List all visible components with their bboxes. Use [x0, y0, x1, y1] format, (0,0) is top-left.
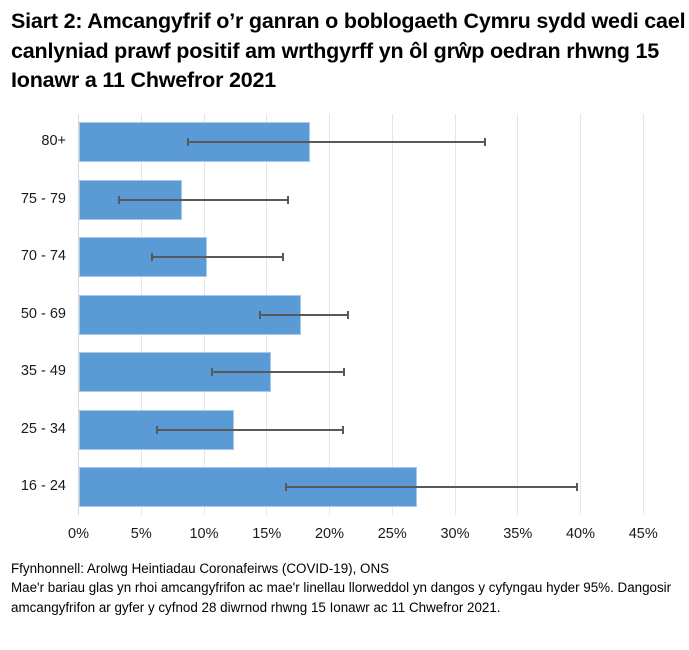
- error-bar: [188, 141, 485, 143]
- x-tick-label: 30%: [440, 526, 470, 542]
- category-label: 80+: [41, 133, 66, 149]
- error-bar: [119, 198, 288, 201]
- x-tick-label: 15%: [252, 526, 282, 542]
- source-note: Ffynhonnell: Arolwg Heintiadau Coronafei…: [11, 561, 390, 576]
- error-bar-cap: [285, 483, 288, 491]
- category-label: 50 - 69: [20, 305, 66, 322]
- error-bar: [259, 313, 348, 316]
- x-tick-label: 20%: [314, 526, 345, 542]
- error-bar-cap: [483, 138, 486, 146]
- x-tick-label: 5%: [130, 526, 152, 542]
- category-label: 16 - 24: [20, 478, 66, 494]
- error-bar-cap: [118, 195, 121, 204]
- error-bar-cap: [211, 368, 214, 376]
- description-note: Mae'r bariau glas yn rhoi amcangyfrifon …: [11, 580, 672, 615]
- x-tick-label: 10%: [189, 526, 219, 542]
- category-label: 70 - 74: [20, 248, 66, 264]
- error-bar: [157, 428, 343, 431]
- x-tick-label: 35%: [503, 526, 533, 542]
- gridline: [391, 114, 393, 515]
- gridline: [517, 114, 519, 515]
- x-tick-label: 40%: [565, 526, 596, 542]
- error-bar-cap: [346, 310, 349, 319]
- y-axis-line: [78, 114, 79, 515]
- x-tick-label: 0%: [68, 526, 89, 542]
- gridline: [642, 114, 644, 515]
- category-label: 35 - 49: [20, 363, 66, 379]
- x-tick-label: 25%: [377, 526, 407, 542]
- error-bar-cap: [156, 425, 159, 434]
- category-label: 75 - 79: [20, 190, 66, 207]
- category-label: 25 - 34: [20, 420, 66, 437]
- gridline: [454, 114, 456, 515]
- chart-notes: Ffynhonnell: Arolwg Heintiadau Coronafei…: [11, 559, 681, 617]
- error-bar-cap: [151, 253, 154, 261]
- error-bar: [212, 371, 345, 373]
- error-bar-cap: [258, 310, 261, 319]
- error-bar-cap: [187, 138, 190, 146]
- chart-title: Siart 2: Amcangyfrif o’r ganran o boblog…: [11, 9, 686, 92]
- error-bar-cap: [286, 195, 289, 204]
- error-bar-cap: [343, 368, 346, 376]
- chart-plot-area: 0% 5% 10% 15% 20% 25% 30% 35% 40% 45% 80+ 75 - 79 70…: [20, 114, 658, 542]
- gridline: [580, 114, 581, 515]
- x-tick-label: 45%: [628, 526, 658, 542]
- error-bar: [152, 256, 283, 258]
- error-bar-cap: [281, 253, 284, 261]
- error-bar-cap: [341, 425, 344, 434]
- error-bar-cap: [576, 483, 579, 491]
- error-bar: [286, 486, 578, 488]
